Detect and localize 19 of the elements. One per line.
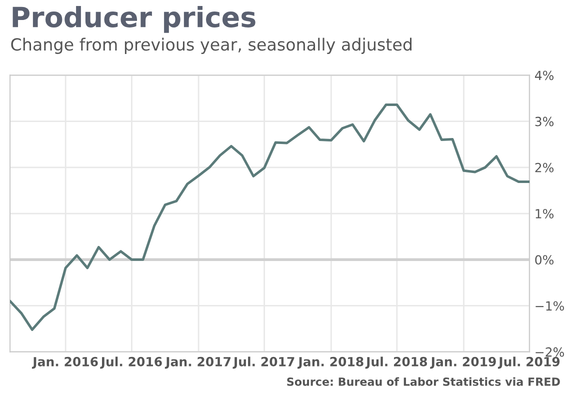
x-tick-label: Jan. 2017 — [164, 356, 231, 369]
x-tick-label: Jan. 2016 — [32, 356, 98, 369]
x-tick-label: Jul. 2018 — [365, 356, 427, 369]
chart-title: Producer prices — [12, 6, 256, 33]
line-series — [10, 103, 530, 331]
x-tick-label: Jul. 2016 — [100, 356, 162, 369]
y-tick-label: 4% — [534, 70, 554, 80]
source-note: Source: Bureau of Labor Statistics via FRED — [287, 377, 560, 386]
y-tick-label: 3% — [535, 116, 554, 126]
x-tick-label: Jul. 2017 — [232, 356, 294, 369]
y-tick-label: 1% — [536, 209, 554, 218]
y-tick-label: 2% — [535, 162, 554, 172]
y-tick-label: −1% — [536, 301, 564, 311]
x-tick-label: Jul. 2019 — [498, 356, 560, 369]
y-tick-label: 0% — [535, 255, 554, 265]
y-tick-label: −2% — [536, 347, 564, 357]
chart-subtitle: Change from previous year, seasonally adjusted — [11, 38, 412, 54]
x-tick-label: Jan. 2019 — [430, 356, 496, 369]
x-tick-label: Jan. 2018 — [298, 356, 364, 369]
